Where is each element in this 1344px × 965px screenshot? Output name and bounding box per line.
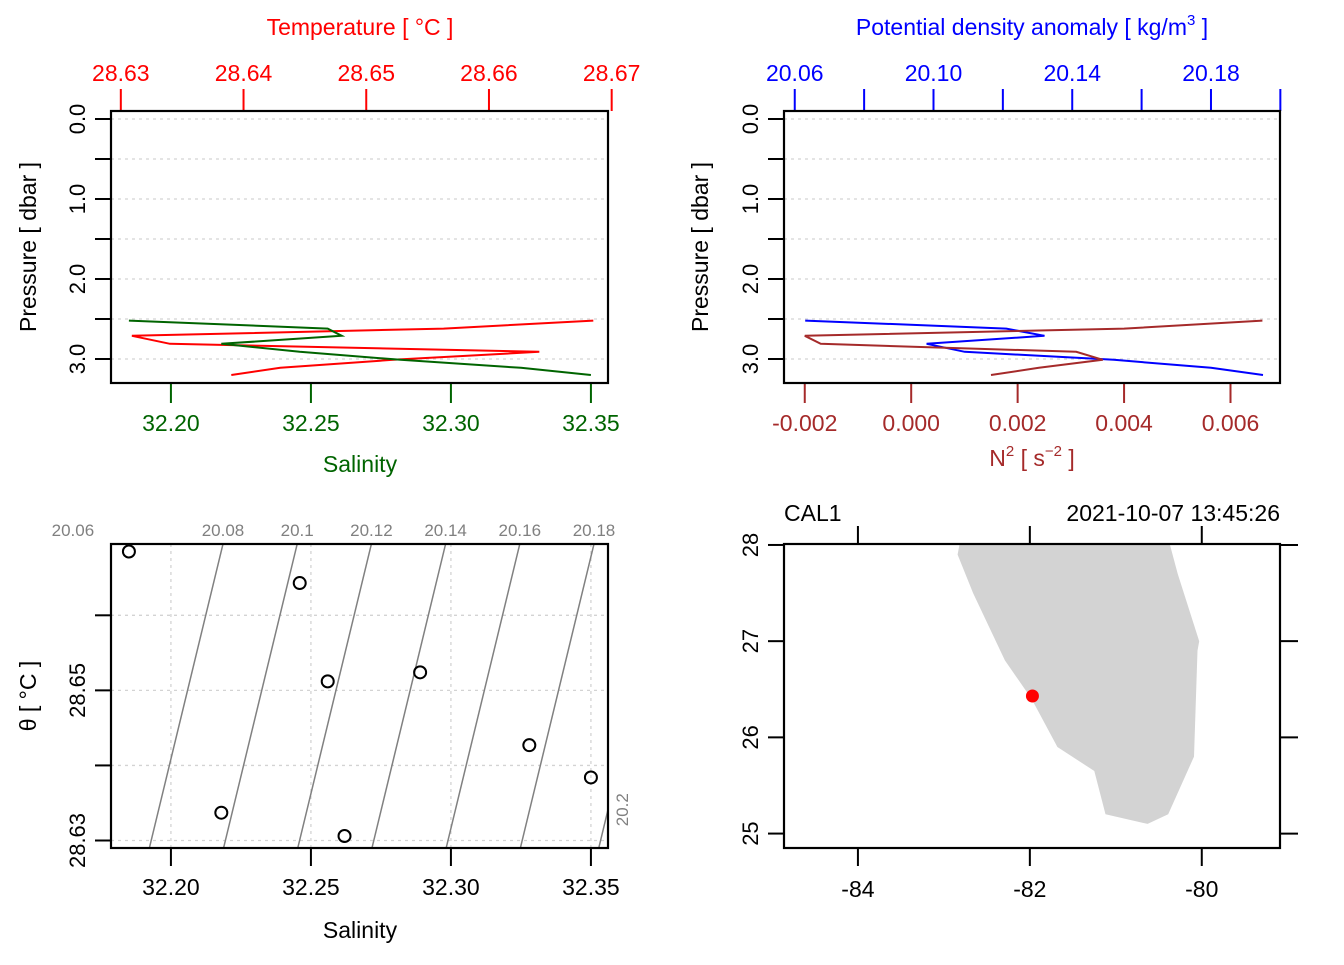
- bottom-tick-label: 32.35: [562, 410, 620, 436]
- ts-point: [320, 674, 335, 689]
- y-tick-label: 3.0: [65, 344, 90, 375]
- isopycnal-label: 20.18: [573, 521, 616, 540]
- isopycnal-line: [297, 544, 373, 848]
- isopycnal-line: [519, 544, 595, 848]
- pressure-axis-label: Pressure [ dbar ]: [15, 162, 41, 332]
- isopycnal-line: [148, 544, 224, 848]
- salinity-axis-label: Salinity: [323, 451, 398, 477]
- pressure-axis-label-2: Pressure [ dbar ]: [687, 162, 713, 332]
- isopycnal-label: 20.16: [499, 521, 542, 540]
- ts-point: [337, 828, 352, 843]
- top-tick-label: 28.66: [460, 60, 518, 86]
- y-tick-label: 1.0: [65, 184, 90, 215]
- series-line-potential-density-anomaly: [805, 319, 1264, 376]
- theta-axis-label: θ [ °C ]: [15, 661, 41, 732]
- plot-frame: [782, 542, 1282, 850]
- isopycnal-line: [598, 806, 608, 848]
- panel-ts-diagram: Salinity θ [ °C ] 20.06 20.08 20.1 20.12 20.…: [15, 521, 632, 943]
- plot-frame: [782, 109, 1282, 385]
- isopycnal-label: 20.12: [350, 521, 393, 540]
- isopycnal-line: [222, 544, 298, 848]
- x-tick-label: -80: [1185, 876, 1218, 902]
- bottom-tick-label: 32.25: [282, 410, 340, 436]
- x-tick-label: 32.20: [142, 874, 200, 900]
- top-tick-label: 20.06: [766, 60, 824, 86]
- bottom-tick-label: -0.002: [772, 410, 837, 436]
- y-tick-label: 2.0: [738, 264, 763, 295]
- y-tick-label: 28.63: [65, 813, 90, 868]
- top-tick-label: 20.18: [1182, 60, 1240, 86]
- top-tick-label: 28.67: [583, 60, 641, 86]
- station-name: CAL1: [784, 500, 842, 526]
- series-line-n2: [804, 319, 1263, 376]
- bottom-tick-label: 0.000: [882, 410, 940, 436]
- n2-axis-label: N2 [ s−2 ]: [989, 443, 1075, 471]
- top-tick-label: 28.64: [215, 60, 273, 86]
- panel-station-map: CAL1 2021-10-07 13:45:26 -84 -82 -80 25 26 27…: [738, 500, 1298, 902]
- y-tick-label: 26: [738, 725, 763, 749]
- station-datetime: 2021-10-07 13:45:26: [1066, 500, 1280, 526]
- coastline-land: [957, 545, 1200, 824]
- x-tick-label: -84: [841, 876, 874, 902]
- y-tick-label: 28: [738, 533, 763, 557]
- ts-point: [522, 738, 537, 753]
- isopycnal-label: 20.08: [202, 521, 245, 540]
- station-marker: [1025, 689, 1039, 703]
- bottom-tick-label: 32.20: [142, 410, 200, 436]
- density-axis-label: Potential density anomaly [ kg/m3 ]: [856, 12, 1208, 40]
- isopycnal-label: 20.06: [52, 521, 95, 540]
- isopycnal-label: 20.1: [281, 521, 314, 540]
- top-tick-label: 20.14: [1043, 60, 1101, 86]
- ts-point: [214, 805, 229, 820]
- ts-point: [121, 544, 136, 559]
- ts-salinity-axis-label: Salinity: [323, 917, 398, 943]
- top-tick-label: 20.10: [905, 60, 963, 86]
- top-tick-label: 28.65: [337, 60, 395, 86]
- isopycnal-line: [445, 544, 521, 848]
- panel-ts-profile: Temperature [ °C ] Pressure [ dbar ] Sal…: [15, 14, 640, 477]
- bottom-tick-label: 0.004: [1095, 410, 1153, 436]
- plot-frame: [109, 109, 610, 385]
- bottom-tick-label: 0.006: [1202, 410, 1260, 436]
- bottom-tick-label: 0.002: [989, 410, 1047, 436]
- x-tick-label: 32.30: [422, 874, 480, 900]
- x-tick-label: 32.35: [562, 874, 620, 900]
- x-tick-label: 32.25: [282, 874, 340, 900]
- y-tick-label: 1.0: [738, 184, 763, 215]
- y-tick-label: 28.65: [65, 663, 90, 718]
- isopycnal-label: 20.14: [424, 521, 467, 540]
- x-tick-label: -82: [1013, 876, 1046, 902]
- ts-plot-area: [111, 544, 608, 848]
- isopycnal-line: [371, 544, 447, 848]
- y-tick-label: 3.0: [738, 344, 763, 375]
- isopycnal-label: 20.2: [613, 793, 632, 826]
- panel-density-n2-profile: Potential density anomaly [ kg/m3 ] Pres…: [687, 12, 1282, 471]
- series-line-temperature: [131, 319, 594, 376]
- y-tick-label: 25: [738, 821, 763, 845]
- y-tick-label: 2.0: [65, 264, 90, 295]
- y-tick-label: 0.0: [738, 104, 763, 135]
- ts-point: [583, 770, 598, 785]
- plot-frame: [109, 542, 610, 850]
- temperature-axis-label: Temperature [ °C ]: [267, 14, 454, 40]
- y-tick-label: 0.0: [65, 104, 90, 135]
- ts-point: [413, 665, 428, 680]
- y-tick-label: 27: [738, 629, 763, 653]
- series-line-salinity: [128, 319, 592, 376]
- ts-point: [292, 576, 307, 591]
- top-tick-label: 28.63: [92, 60, 150, 86]
- bottom-tick-label: 32.30: [422, 410, 480, 436]
